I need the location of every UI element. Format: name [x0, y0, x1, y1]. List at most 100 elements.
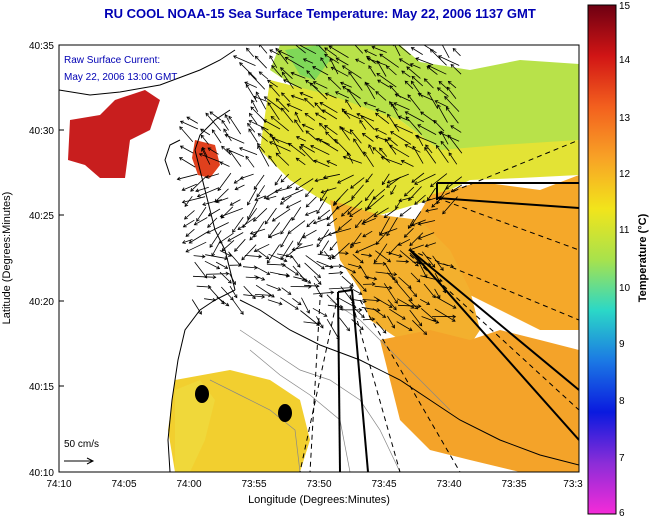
current-vector	[245, 84, 258, 103]
current-vector	[183, 219, 195, 228]
current-vector	[348, 71, 363, 91]
current-vector	[254, 275, 265, 281]
current-vector-head	[438, 131, 443, 136]
current-vector	[393, 102, 410, 111]
colorbar-tick: 11	[619, 225, 630, 236]
current-vector	[411, 172, 425, 183]
scale-label: 50 cm/s	[64, 439, 99, 450]
current-vector	[349, 129, 362, 144]
x-tick-label: 74:00	[176, 479, 201, 490]
current-vector	[335, 91, 350, 99]
current-vector-head	[261, 276, 266, 281]
current-vector-head	[373, 276, 378, 281]
current-vector-head	[436, 200, 440, 205]
current-vector-head	[341, 65, 346, 69]
current-vector-head	[302, 58, 307, 62]
current-vector-head	[200, 134, 205, 139]
current-vector-head	[328, 45, 333, 50]
current-vector-head	[341, 108, 346, 113]
current-vector-head	[350, 185, 354, 189]
current-vector-head	[347, 211, 351, 215]
current-vector	[305, 187, 314, 197]
current-vector	[293, 276, 305, 281]
current-vector-head	[306, 223, 311, 228]
current-vector	[422, 197, 437, 203]
current-vector-head	[234, 248, 238, 252]
current-vector	[211, 242, 220, 257]
current-vector-head	[429, 48, 434, 53]
current-vector-head	[420, 111, 424, 116]
current-vector-head	[228, 279, 232, 284]
sst-patch-orange-south	[380, 330, 579, 472]
current-vector-head	[417, 221, 422, 226]
current-vector	[411, 76, 424, 87]
current-vector	[227, 232, 244, 242]
current-vector	[269, 84, 280, 97]
current-vector	[186, 116, 199, 124]
current-vector	[327, 217, 338, 226]
x-tick-label: 73:40	[436, 479, 461, 490]
current-vector	[331, 66, 349, 77]
current-vector	[389, 308, 406, 320]
current-vector	[364, 82, 376, 100]
current-vector	[312, 66, 329, 76]
current-vector	[267, 102, 280, 121]
current-vector	[355, 58, 365, 65]
current-vector-head	[371, 45, 376, 50]
current-vector	[361, 115, 375, 130]
current-vector-head	[440, 267, 444, 271]
current-vector-head	[407, 225, 412, 230]
current-vector-head	[224, 113, 229, 118]
current-vector-head	[269, 133, 274, 138]
current-vector	[277, 253, 293, 258]
current-vector	[375, 128, 387, 135]
x-tick-label: 73:50	[306, 479, 331, 490]
current-vector	[386, 272, 398, 283]
current-vector	[280, 232, 290, 248]
current-vector-head	[285, 253, 290, 258]
current-vector-head	[198, 310, 202, 315]
current-vector-head	[438, 80, 443, 85]
current-vector-head	[374, 112, 379, 117]
current-vector-head	[201, 147, 205, 152]
current-vector	[397, 304, 421, 307]
current-vector-head	[346, 152, 351, 156]
current-vector	[342, 65, 362, 79]
current-vector	[351, 319, 364, 330]
current-vector	[423, 283, 436, 298]
x-tick-label: 73:35	[501, 479, 526, 490]
current-vector	[373, 243, 388, 263]
current-vector-head	[452, 314, 457, 319]
current-vector-head	[335, 57, 340, 61]
current-vector	[375, 109, 386, 114]
current-vector-head	[398, 58, 403, 62]
current-vector-head	[287, 291, 292, 295]
current-vector-head	[375, 91, 380, 95]
current-vector-head	[312, 220, 317, 225]
current-vector	[266, 244, 280, 264]
current-vector	[207, 286, 225, 305]
current-vector-head	[437, 55, 442, 59]
current-vector	[396, 321, 413, 331]
sst-patch-red	[68, 90, 160, 178]
current-vector	[355, 219, 363, 228]
current-vector	[390, 185, 397, 195]
current-vector	[389, 101, 398, 111]
current-vector-head	[305, 203, 310, 208]
current-vector	[221, 206, 234, 219]
current-vector	[301, 297, 310, 314]
current-vector	[347, 200, 363, 215]
current-vector-head	[251, 99, 255, 104]
current-vector	[417, 124, 437, 135]
current-vector-head	[387, 113, 391, 118]
current-vector-head	[384, 138, 389, 143]
current-vector-head	[318, 293, 323, 298]
current-vector	[324, 265, 342, 267]
current-vector	[280, 240, 294, 260]
current-vector	[253, 265, 270, 275]
current-vector	[253, 174, 265, 190]
current-vector	[430, 173, 448, 187]
current-vector	[379, 228, 398, 236]
current-vector-head	[241, 256, 246, 261]
current-vector	[266, 284, 281, 291]
